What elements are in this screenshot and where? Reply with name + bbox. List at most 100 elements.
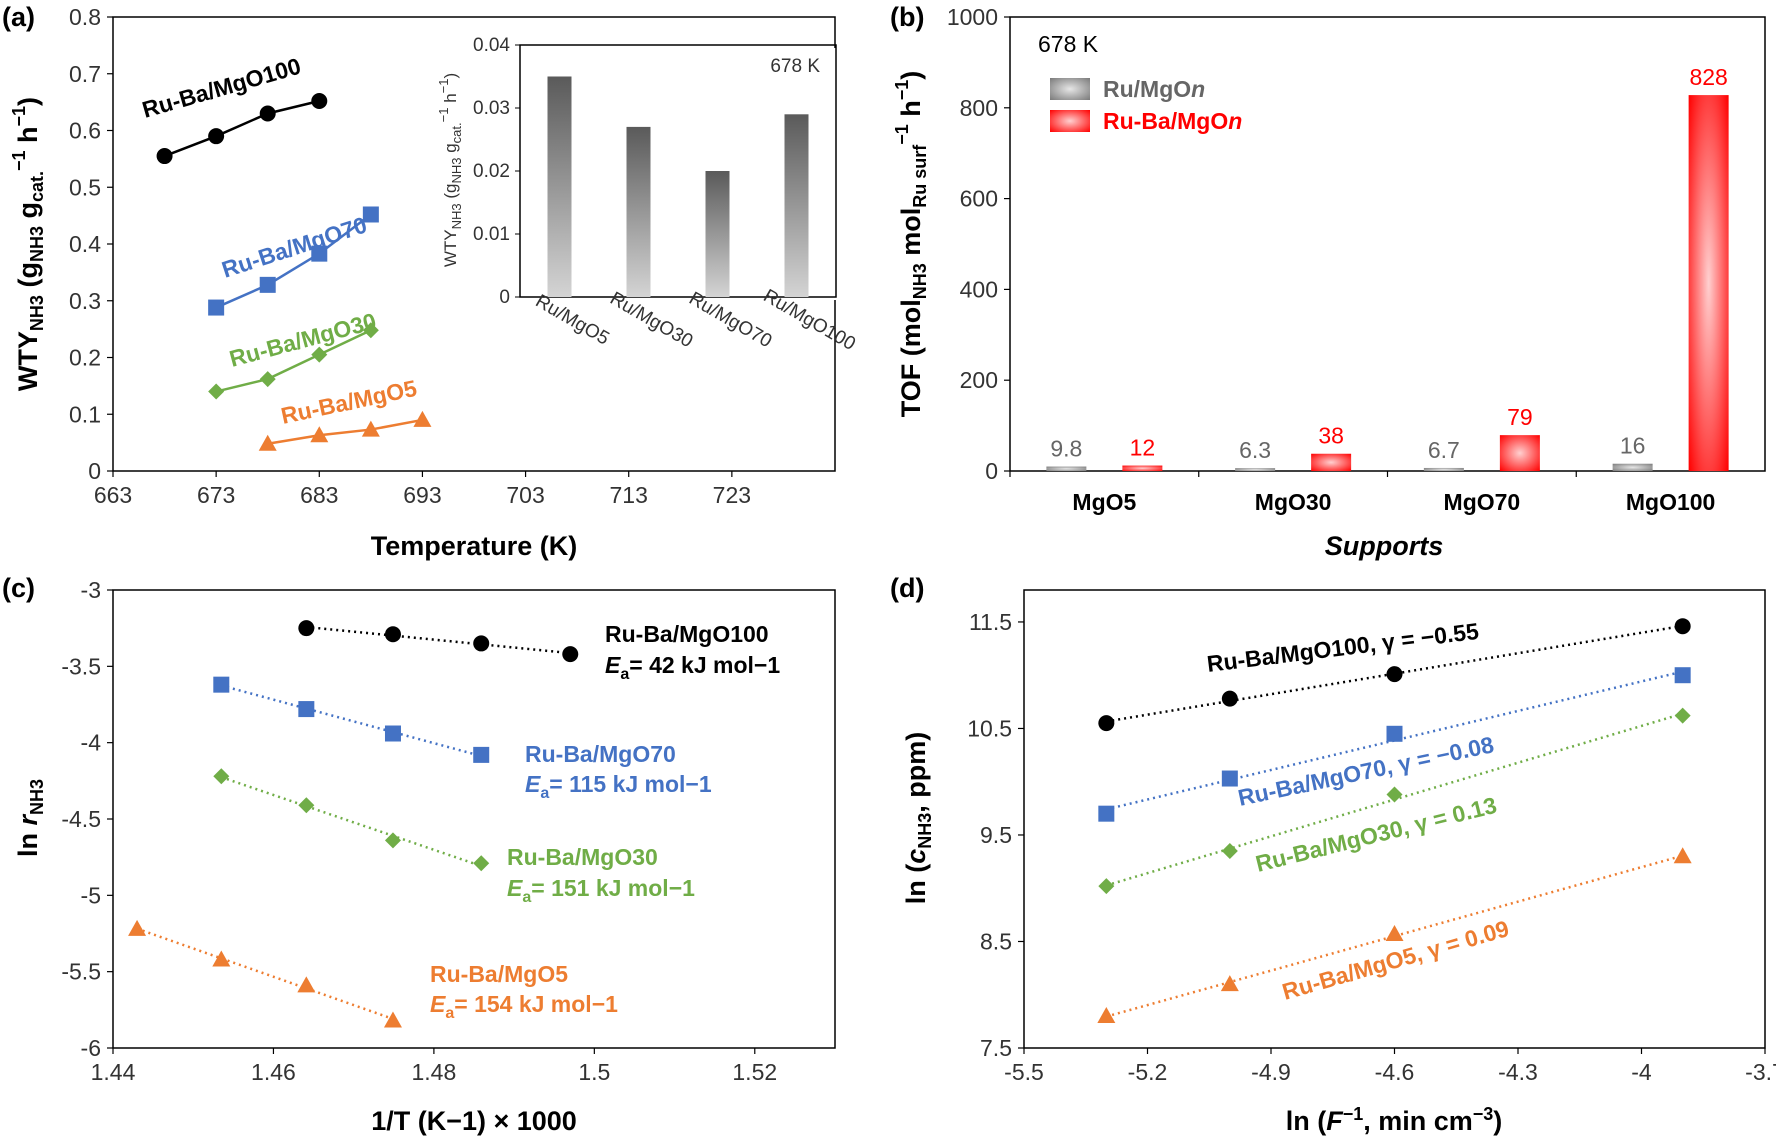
c-series-1-point bbox=[298, 701, 315, 718]
a-label-mgo5: Ru-Ba/MgO5 bbox=[279, 375, 420, 429]
inset-bar bbox=[784, 114, 809, 297]
b-legend-label-ru: Ru/MgOn bbox=[1103, 76, 1205, 102]
d-ytick-label: 9.5 bbox=[980, 822, 1012, 848]
d-series-2-point bbox=[1674, 707, 1691, 724]
a-ytick-label: 0.8 bbox=[69, 4, 101, 30]
c-labels: Ru-Ba/MgO100 Ea= 42 kJ mol−1 Ru-Ba/MgO70… bbox=[430, 621, 780, 1022]
c-series-2-point bbox=[384, 832, 401, 849]
panel-a-series bbox=[156, 92, 432, 451]
a-series-3-point bbox=[310, 426, 329, 443]
c-series-2-point bbox=[213, 768, 230, 785]
d-ylabel: ln (cNH3, ppm) bbox=[901, 732, 935, 905]
a-ytick-label: 0.5 bbox=[69, 174, 101, 200]
b-bar-value-label: 38 bbox=[1318, 423, 1344, 449]
c-series-0-fit-line bbox=[306, 625, 571, 655]
panel-a-label: (a) bbox=[2, 2, 35, 32]
panel-c: (c) 1.44 1.46 1.48 1.5 1.52 -3 -3.5 -4 -4.5 -5 -5.… bbox=[2, 573, 836, 1136]
d-series-3-point bbox=[1673, 847, 1692, 864]
d-ytick-label: 10.5 bbox=[967, 715, 1012, 741]
d-series-3-point bbox=[1385, 925, 1404, 942]
a-series-0-line bbox=[164, 99, 320, 158]
b-bar-value-label: 828 bbox=[1689, 64, 1727, 90]
a-series-1-point bbox=[311, 245, 328, 262]
panel-a-axes: 663 673 683 693 703 713 723 0 0.1 0.2 0.3 0.4 0.5 0.6… bbox=[69, 4, 751, 508]
b-bar-value-label: 12 bbox=[1130, 435, 1156, 461]
panel-c-axes: 1.44 1.46 1.48 1.5 1.52 -3 -3.5 -4 -4.5 -5 -5.5 -6 bbox=[61, 577, 777, 1085]
b-ytick-label: 600 bbox=[960, 186, 998, 212]
inset-ytick-label: 0.03 bbox=[473, 98, 510, 119]
b-ylabel: TOF (molNH3 molRu surf−1 h−1) bbox=[892, 71, 930, 418]
d-series-0-point bbox=[1674, 618, 1691, 635]
c-series-2-point bbox=[298, 797, 315, 814]
c-ytick-label: -4.5 bbox=[61, 806, 101, 832]
c-ea-mgo70: Ea= 115 kJ mol−1 bbox=[525, 771, 712, 802]
a-ytick-label: 0.7 bbox=[69, 61, 101, 87]
a-ytick-label: 0.1 bbox=[69, 401, 101, 427]
c-series-3-point bbox=[128, 919, 147, 936]
c-xtick-label: 1.44 bbox=[91, 1059, 136, 1085]
b-annotation: 678 K bbox=[1038, 31, 1099, 57]
b-bar-value-label: 6.3 bbox=[1239, 437, 1271, 463]
d-xtick-label: -3.7 bbox=[1745, 1059, 1776, 1085]
a-ytick-label: 0.4 bbox=[69, 231, 101, 257]
b-ytick-label: 0 bbox=[985, 458, 998, 484]
d-series-2-point bbox=[1221, 842, 1238, 859]
a-series-2-point bbox=[362, 322, 379, 339]
c-label-mgo30: Ru-Ba/MgO30 bbox=[507, 844, 658, 870]
panel-c-series bbox=[128, 620, 579, 1028]
inset-bar bbox=[626, 126, 651, 298]
d-series-2-point bbox=[1386, 786, 1403, 803]
b-ytick-label: 200 bbox=[960, 367, 998, 393]
d-series-3-fit-line bbox=[1105, 854, 1684, 1018]
d-xtick-label: -5.2 bbox=[1128, 1059, 1168, 1085]
b-bar-value-label: 79 bbox=[1507, 404, 1533, 430]
d-xlabel: ln (F−1, min cm−3) bbox=[1286, 1104, 1503, 1136]
a-label-mgo100: Ru-Ba/MgO100 bbox=[139, 53, 303, 123]
d-xtick-label: -4.6 bbox=[1375, 1059, 1415, 1085]
d-series-0-point bbox=[1221, 690, 1238, 707]
d-series-3-point bbox=[1220, 975, 1239, 992]
c-series-1-fit-line bbox=[220, 684, 482, 758]
inset-annotation: 678 K bbox=[770, 56, 820, 77]
inset-background bbox=[523, 48, 836, 300]
c-ea-mgo100: Ea= 42 kJ mol−1 bbox=[605, 652, 780, 683]
b-bar-value-label: 6.7 bbox=[1428, 437, 1460, 463]
a-series-0-point bbox=[311, 92, 328, 109]
a-series-3-point bbox=[413, 410, 432, 427]
c-ea-mgo70-value: = 115 kJ mol−1 bbox=[549, 771, 712, 797]
c-series-2-fit-line bbox=[220, 775, 482, 868]
inset-ylabel: WTYNH3 (gNH3 gcat.−1 h−1) bbox=[436, 73, 464, 267]
a-xtick-label: 673 bbox=[197, 482, 235, 508]
b-bar bbox=[1046, 466, 1087, 471]
b-legend-swatch-ruba bbox=[1050, 110, 1090, 132]
d-series-1-point bbox=[1386, 725, 1403, 742]
a-series-0-point bbox=[259, 105, 276, 122]
d-series-0-fit-line bbox=[1106, 624, 1683, 723]
c-ytick-label: -5 bbox=[81, 882, 101, 908]
panel-a: (a) 663 673 683 693 703 713 723 0 0.1 0.2 0.3 0.4 0.… bbox=[2, 2, 859, 561]
c-series-1-point bbox=[384, 725, 401, 742]
b-bar-value-label: 9.8 bbox=[1050, 436, 1082, 462]
c-series-1-point bbox=[213, 676, 230, 693]
inset-bar bbox=[547, 76, 572, 297]
d-ytick-label: 7.5 bbox=[980, 1035, 1012, 1061]
panel-b-label: (b) bbox=[890, 2, 924, 32]
a-series-0-point bbox=[156, 148, 173, 165]
a-series-2-point bbox=[208, 383, 225, 400]
a-xlabel: Temperature (K) bbox=[371, 531, 578, 561]
a-xtick-label: 723 bbox=[713, 482, 751, 508]
inset-ytick-label: 0.02 bbox=[473, 161, 510, 182]
b-legend: Ru/MgOn Ru-Ba/MgOn bbox=[1050, 76, 1242, 134]
d-label-mgo30: Ru-Ba/MgO30, γ = 0.13 bbox=[1253, 792, 1499, 877]
b-bar bbox=[1122, 465, 1163, 471]
panel-c-label: (c) bbox=[2, 573, 35, 603]
d-series-1-point bbox=[1221, 770, 1238, 787]
panel-b-bars: 9.8 12 6.3 38 6.7 79 16 828 bbox=[1046, 64, 1729, 471]
a-series-3-line bbox=[267, 418, 423, 445]
a-xtick-label: 703 bbox=[506, 482, 544, 508]
b-bar bbox=[1612, 463, 1653, 471]
d-xtick-label: -4.3 bbox=[1498, 1059, 1538, 1085]
c-label-mgo70: Ru-Ba/MgO70 bbox=[525, 741, 676, 767]
c-ytick-label: -5.5 bbox=[61, 959, 101, 985]
b-bar bbox=[1423, 467, 1464, 471]
